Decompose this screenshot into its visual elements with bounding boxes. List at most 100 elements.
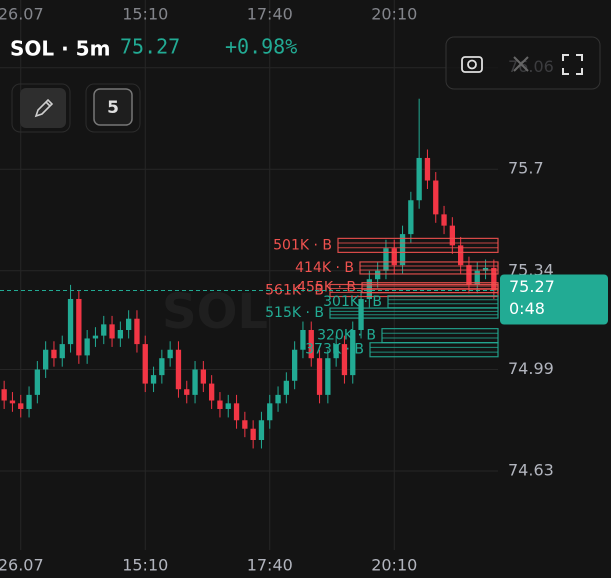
candle-body — [192, 369, 198, 395]
candle-body — [59, 344, 65, 359]
order-label: 373K · B — [305, 342, 364, 358]
candle-body — [316, 358, 323, 395]
price-tag — [500, 274, 608, 325]
order-box — [329, 307, 499, 319]
candle-body — [325, 358, 331, 395]
candle-body — [333, 344, 339, 359]
y-tick-label: 74.99 — [508, 359, 554, 378]
x-tick-label-top: 15:10 — [122, 5, 168, 24]
candle-body — [291, 349, 298, 381]
close-icon[interactable] — [513, 56, 529, 72]
order-frame — [359, 261, 499, 275]
candle-body — [134, 318, 140, 345]
candle-body — [208, 383, 215, 401]
camera-icon[interactable] — [461, 56, 483, 73]
order-frame — [329, 307, 499, 319]
candle-body — [175, 349, 182, 390]
pencil-button[interactable] — [20, 88, 66, 128]
x-tick-label-top: 26.07 — [0, 5, 44, 24]
candle-body — [300, 330, 306, 350]
candle-body — [200, 369, 207, 384]
candle-body — [283, 380, 290, 395]
symbol: SOL · 5m — [10, 37, 110, 61]
candle-body — [466, 265, 472, 285]
candle-body — [109, 324, 115, 339]
candle-body — [308, 330, 314, 359]
candle-body — [474, 270, 480, 285]
candle-body — [142, 344, 148, 384]
candle-body — [258, 420, 265, 440]
candle-body — [491, 267, 497, 291]
order-frame — [337, 237, 499, 253]
candle-body — [350, 330, 356, 376]
candle-body — [42, 349, 49, 370]
x-tick-label: 17:40 — [247, 556, 293, 575]
candle-body — [9, 400, 16, 404]
candle-body — [399, 234, 406, 266]
candle-body — [433, 180, 439, 215]
x-tick-label: 15:10 — [122, 556, 168, 575]
y-tick-label: 74.63 — [508, 461, 554, 480]
candle-body — [150, 375, 157, 384]
x-tick-label: 26.07 — [0, 556, 44, 575]
camera-lens — [467, 59, 477, 70]
candle-body — [250, 428, 256, 440]
candle-body — [125, 318, 132, 330]
candle-body — [391, 248, 397, 266]
candle-body — [275, 394, 281, 404]
order-box — [337, 237, 499, 253]
candle-body — [117, 330, 124, 339]
order-label: 301K · B — [323, 294, 382, 310]
interval-label: 5 — [107, 98, 119, 118]
candle-body — [101, 324, 107, 336]
pencil-icon — [34, 98, 54, 118]
candle-body — [167, 349, 173, 359]
interval-button[interactable] — [93, 88, 133, 126]
order-frame — [369, 342, 499, 358]
candle-body — [374, 270, 381, 280]
candle-body — [34, 369, 41, 395]
camera-body — [461, 56, 483, 73]
x-tick-label-top: 17:40 — [247, 5, 293, 24]
x-tick-label: 20:10 — [371, 556, 417, 575]
price-tag-value: 75.27 — [509, 277, 555, 296]
candle-body — [449, 225, 456, 246]
candle-body — [217, 400, 223, 409]
candle-body — [383, 248, 389, 271]
candle-body — [233, 403, 240, 421]
candle-body — [159, 358, 165, 376]
candle-body — [457, 245, 464, 266]
price-tag-countdown: 0:48 — [509, 299, 545, 318]
order-label: 414K · B — [295, 260, 354, 276]
candle-body — [92, 335, 99, 339]
order-label: 501K · B — [273, 237, 332, 253]
order-label: 515K · B — [265, 305, 324, 321]
candle-body — [242, 420, 248, 429]
candle-body — [341, 344, 348, 376]
candle-body — [26, 394, 32, 409]
candle-body — [441, 214, 447, 226]
candle-body — [482, 267, 489, 271]
order-label: 455K · B — [297, 280, 356, 296]
candle-body — [416, 157, 422, 201]
order-label: 320K · B — [317, 328, 376, 344]
fullscreen-icon[interactable] — [562, 54, 583, 75]
header-change: +0.98% — [225, 35, 297, 59]
order-box — [359, 261, 499, 275]
x-tick-label-top: 20:10 — [371, 5, 417, 24]
candle-body — [84, 338, 90, 356]
candle-body — [424, 157, 431, 181]
candle-body — [76, 298, 82, 356]
candle-body — [51, 349, 57, 359]
overlay: SOL · 5m 75.27 +0.98% 5 — [10, 35, 601, 133]
candle-body — [184, 389, 190, 395]
header-price: 75.27 — [120, 35, 180, 59]
candle-body — [225, 403, 231, 409]
candle-body — [67, 298, 74, 345]
tool-frame — [85, 83, 141, 133]
candle-body — [267, 403, 273, 421]
candle-body — [1, 389, 7, 401]
candle-body — [18, 403, 24, 409]
